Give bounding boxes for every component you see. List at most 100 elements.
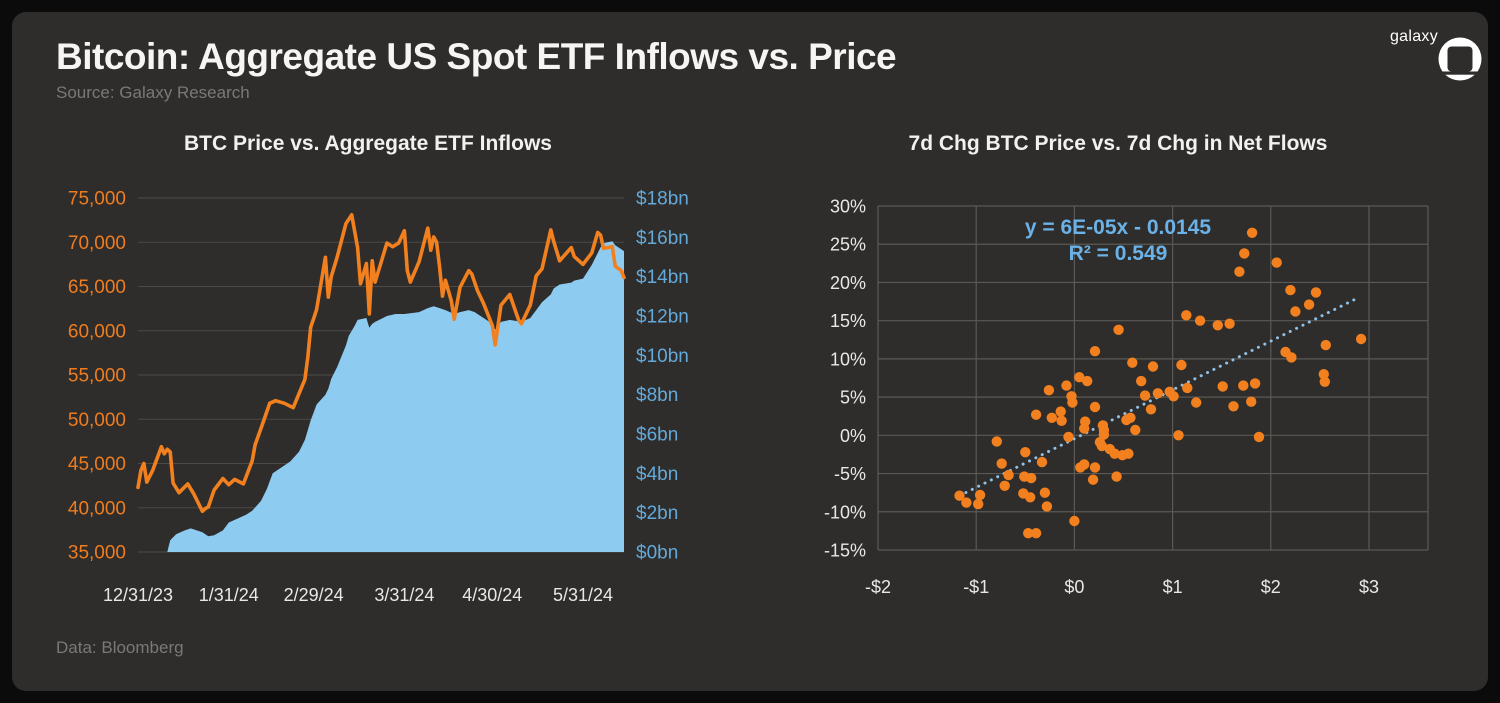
scatter-point [973, 498, 984, 510]
scatter-point [1320, 339, 1331, 351]
price-tick-label: 60,000 [68, 321, 126, 342]
scatter-point [1082, 375, 1093, 387]
scatter-point [1234, 266, 1245, 277]
flow-tick-label: $3 [1359, 577, 1379, 597]
scatter-points [954, 227, 1367, 539]
scatter-point [1063, 431, 1074, 443]
scatter-point [1303, 299, 1315, 310]
data-source-note: Data: Bloomberg [56, 638, 184, 657]
scatter-point [1173, 430, 1184, 441]
trend-equation: y = 6E-05x - 0.0145 [1025, 216, 1212, 239]
pct-tick-label: -5% [834, 464, 866, 484]
btc-price-line [136, 213, 626, 514]
scatter-point [1310, 287, 1322, 298]
date-tick-label: 3/31/24 [374, 585, 434, 605]
scatter-point [974, 489, 986, 501]
scatter-point [1061, 380, 1072, 391]
scatter-point [1136, 375, 1147, 387]
scatter-point [1182, 382, 1193, 394]
scatter-point [1003, 469, 1014, 481]
scatter-point [1181, 310, 1192, 321]
scatter-point [1026, 472, 1037, 484]
inflow-tick-label: $16bn [636, 228, 689, 249]
inflow-tick-label: $14bn [636, 267, 689, 288]
scatter-point [1111, 471, 1122, 482]
scatter-point [1318, 369, 1329, 380]
galaxy-logo-icon [1436, 37, 1484, 81]
scatter-point [1246, 396, 1257, 407]
scatter-point [1147, 361, 1159, 372]
price-tick-label: 65,000 [68, 277, 126, 298]
scatter-point [1020, 447, 1031, 458]
pct-tick-label: 15% [830, 311, 866, 331]
price-tick-label: 50,000 [68, 410, 126, 431]
price-tick-label: 75,000 [68, 189, 126, 210]
scatter-point [1176, 359, 1187, 371]
scatter-point [1089, 346, 1101, 357]
price-tick-label: 35,000 [68, 543, 126, 564]
inflow-tick-label: $0bn [636, 543, 678, 564]
date-tick-label: 5/31/24 [553, 585, 613, 605]
galaxy-logo: galaxy [1368, 26, 1484, 81]
scatter-point [1074, 372, 1085, 383]
inflow-tick-label: $18bn [636, 189, 689, 210]
pct-tick-label: 30% [830, 197, 866, 217]
flow-tick-label: $2 [1261, 577, 1281, 597]
btc-price-vs-etf-inflows-chart: 75,000 70,000 65,000 60,000 55,000 50,000 45,0… [68, 189, 689, 606]
scatter-point [1089, 462, 1101, 473]
inflow-tick-label: $2bn [636, 503, 678, 524]
pct-tick-label: 5% [840, 388, 866, 408]
scatter-point [1025, 492, 1036, 503]
date-tick-label: 4/30/24 [462, 585, 522, 605]
scatter-point [1285, 284, 1296, 296]
scatter-gridlines [877, 205, 1429, 551]
page-title: Bitcoin: Aggregate US Spot ETF Inflows v… [56, 36, 897, 77]
scatter-point [1067, 397, 1078, 408]
trend-r-squared: R² = 0.549 [1069, 242, 1168, 265]
price-tick-label: 55,000 [68, 366, 126, 387]
scatter-point [1139, 390, 1151, 401]
left-chart-title: BTC Price vs. Aggregate ETF Inflows [184, 132, 552, 155]
scatter-point [996, 458, 1007, 469]
flow-tick-label: $1 [1163, 577, 1183, 597]
btc-price-axis-labels: 75,000 70,000 65,000 60,000 55,000 50,000 45,0… [68, 189, 126, 564]
scatter-point [1046, 412, 1057, 423]
scatter-point [1056, 415, 1067, 426]
scatter-point [1145, 404, 1157, 415]
pct-tick-label: -15% [824, 541, 866, 561]
pct-tick-label: -10% [824, 502, 866, 522]
date-tick-label: 2/29/24 [284, 585, 344, 605]
pct-tick-label: 20% [830, 273, 866, 293]
inflow-tick-label: $12bn [636, 307, 689, 328]
scatter-point [1212, 320, 1223, 331]
scatter-y-axis-labels: 30% 25% 20% 15% 10% 5% 0% -5% -10% -15% [824, 197, 866, 561]
source-note: Source: Galaxy Research [56, 83, 250, 102]
scatter-point [1030, 409, 1042, 420]
scatter-point [954, 490, 965, 501]
scatter-point [961, 497, 972, 508]
pct-tick-label: 10% [830, 349, 866, 369]
scatter-point [1125, 412, 1136, 423]
price-tick-label: 40,000 [68, 498, 126, 519]
brand-name: galaxy [1389, 28, 1439, 45]
scatter-point [1191, 397, 1202, 408]
pct-tick-label: 25% [830, 235, 866, 255]
scatter-point [1239, 248, 1250, 259]
scatter-point [1055, 406, 1066, 417]
flow-tick-label: -$1 [963, 577, 989, 597]
scatter-point [1096, 440, 1108, 452]
scatter-point [1286, 352, 1297, 363]
scatter-point [1238, 380, 1249, 391]
price-tick-label: 45,000 [68, 454, 126, 475]
inflow-tick-label: $6bn [636, 425, 678, 446]
scatter-point [1041, 501, 1053, 512]
scatter-point [1271, 257, 1282, 268]
scatter-point [1246, 227, 1258, 238]
scatter-point [1152, 388, 1164, 399]
scatter-point [1168, 391, 1179, 402]
right-chart-title: 7d Chg BTC Price vs. 7d Chg in Net Flows [908, 132, 1328, 155]
flow-tick-label: $0 [1064, 577, 1084, 597]
scatter-point [1224, 318, 1235, 329]
inflow-tick-label: $4bn [636, 464, 678, 485]
flow-tick-label: -$2 [865, 577, 891, 597]
